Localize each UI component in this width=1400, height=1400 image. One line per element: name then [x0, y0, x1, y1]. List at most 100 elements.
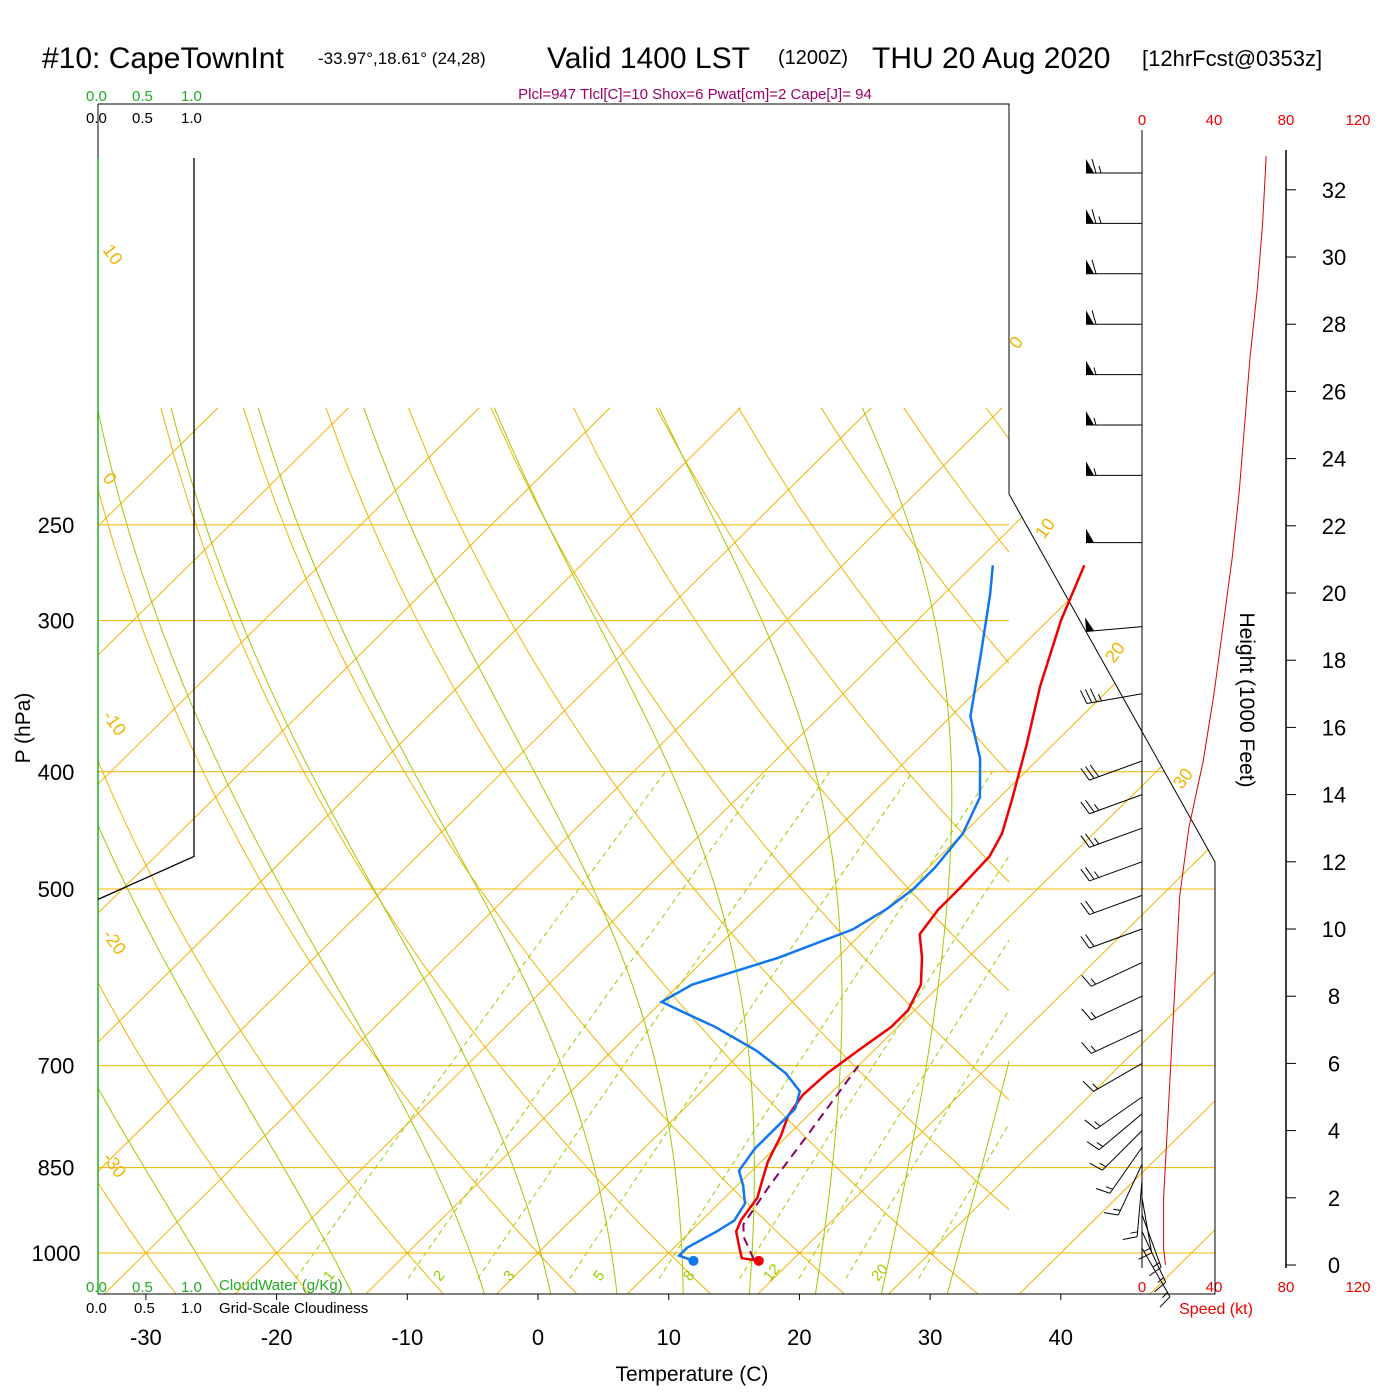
sounding-series [658, 156, 1267, 1266]
wind-barb-flag [1085, 799, 1095, 813]
wind-barb [1085, 617, 1143, 632]
cloudwater-label: CloudWater (g/Kg) [219, 1277, 343, 1294]
x-tick-label: 0 [532, 1325, 544, 1350]
height-tick-label: 10 [1322, 917, 1346, 942]
wind-barb-flag [1081, 974, 1092, 987]
wind-barb-half-flag [1094, 1121, 1101, 1127]
isotherm-line [879, 407, 1215, 1294]
sounding-parameters: Plcl=947 Tlcl[C]=10 Shox=6 Pwat[cm]=2 Ca… [518, 86, 872, 103]
wind-barb [1138, 1197, 1153, 1260]
speed-top-80: 80 [1278, 112, 1295, 129]
valid-time: Valid 1400 LST [547, 42, 750, 75]
speed-top-0: 0 [1138, 112, 1146, 129]
mixing-ratio-label: 3 [500, 1267, 518, 1284]
plot-border [97, 103, 1216, 1295]
wind-barb-staff [1136, 1180, 1143, 1237]
wind-barb-half-flag [1094, 871, 1100, 878]
wind-speed-profile [1163, 156, 1267, 1266]
wind-barb-pennant [1086, 310, 1094, 325]
cloud-top-black-1: 0.5 [132, 110, 153, 127]
station-name: #10: CapeTownInt [42, 42, 284, 75]
moist-adiabat-line [861, 407, 953, 1294]
cloud-top-green-0: 0.0 [86, 88, 107, 105]
wind-barb [1086, 209, 1142, 224]
wind-barb-flag [1084, 689, 1093, 703]
wind-barb-flag [1103, 1212, 1119, 1216]
dry-adiabat-line [1151, 408, 1400, 1303]
cloud-top-black-0: 0.0 [86, 110, 107, 127]
wind-barb-half-flag [1113, 1208, 1121, 1211]
wind-barb [1080, 794, 1143, 815]
height-axis-title: Height (1000 Feet) [1235, 612, 1258, 787]
surface-dewpoint-marker [688, 1255, 699, 1266]
plot-frame [97, 103, 1287, 1295]
wind-barb-flag [1138, 1252, 1152, 1260]
wind-barb [1122, 1180, 1143, 1241]
moist-adiabat-line [98, 408, 485, 1294]
wind-barb [1086, 1113, 1143, 1151]
wind-barb-flag [1086, 1141, 1100, 1151]
wind-barb-flag [1095, 1188, 1111, 1194]
wind-barb [1082, 1062, 1143, 1092]
dry-adiabat-line [490, 407, 1009, 1101]
height-tick-label: 18 [1322, 648, 1346, 673]
wind-barb-flag [1122, 1236, 1138, 1241]
y-tick-label: 700 [38, 1054, 75, 1079]
speed-axis-title: Speed (kt) [1179, 1301, 1253, 1318]
wind-barb-flag [1085, 867, 1095, 880]
wind-barb-half-flag [1092, 1083, 1099, 1090]
wind-barb-flag [1091, 259, 1097, 274]
wind-barb-flag [1089, 1162, 1103, 1171]
wind-barb-flag [1080, 801, 1090, 815]
wind-barb-flag [1080, 690, 1088, 704]
isobar-lines [98, 524, 1215, 1254]
wind-barb-flag [1080, 768, 1090, 781]
height-tick-label: 8 [1328, 984, 1340, 1009]
height-tick-label: 6 [1328, 1051, 1340, 1076]
cloud-bottom-black-0: 0.0 [86, 1300, 107, 1317]
moist-adiabat-line [98, 824, 353, 1294]
dry-adiabat-line [738, 407, 1009, 774]
wind-barb-staff [1089, 760, 1143, 781]
wind-barb-staff [1141, 1231, 1167, 1283]
height-tick-label: 0 [1328, 1253, 1340, 1278]
wind-barb-flag [1080, 835, 1090, 848]
wind-barb-half-flag [1105, 1186, 1113, 1190]
isotherm-line [486, 407, 1215, 1294]
y-tick-label: 250 [38, 513, 75, 538]
height-tick-label: 16 [1322, 715, 1346, 740]
wind-barb-staff [1098, 1113, 1143, 1151]
wind-barb-staff [1109, 1147, 1143, 1194]
temperature-profile [734, 564, 1086, 1263]
wind-barb-staff [1091, 1029, 1143, 1054]
speed-bottom-120: 120 [1345, 1279, 1370, 1296]
wind-barb-pennant [1086, 528, 1094, 543]
isotherm-line [98, 407, 742, 1294]
cloud-panel-labels: 0.0 0.5 1.0 0.0 0.5 1.0 0.0 0.5 1.0 Clou… [86, 88, 368, 1317]
wind-barb-half-flag [1090, 1045, 1097, 1052]
mixing-ratio-line [477, 771, 831, 1279]
wind-barb [1086, 310, 1142, 325]
height-tick-label: 22 [1322, 514, 1346, 539]
x-tick-label: -20 [261, 1325, 293, 1350]
x-tick-label: 30 [918, 1325, 942, 1350]
isotherm-label: 10 [99, 241, 127, 269]
wind-barb-staff [1089, 928, 1143, 949]
wind-barb-half-flag [1096, 1142, 1104, 1147]
wind-barb-half-flag [1144, 1247, 1152, 1252]
x-tick-label: 40 [1049, 1325, 1073, 1350]
wind-barb-staff [1141, 1247, 1171, 1297]
moist-adiabat-line [170, 407, 552, 1294]
wind-barb [1086, 360, 1142, 376]
chart-title: #10: CapeTownInt -33.97°,18.61° (24,28) … [42, 42, 1322, 75]
wind-barb-staff [1086, 626, 1143, 632]
mixing-ratio-line [798, 939, 1009, 1279]
speed-top-40: 40 [1206, 112, 1223, 129]
forecast-date: THU 20 Aug 2020 [872, 42, 1111, 75]
mixing-ratio-label: 5 [590, 1267, 608, 1284]
x-axis-ticks: -30 -20 -10 0 10 20 30 40 [130, 1294, 1073, 1350]
moist-adiabat-line [658, 407, 843, 1294]
dry-adiabat-line [160, 407, 712, 1294]
dry-adiabat-line [98, 486, 578, 1294]
